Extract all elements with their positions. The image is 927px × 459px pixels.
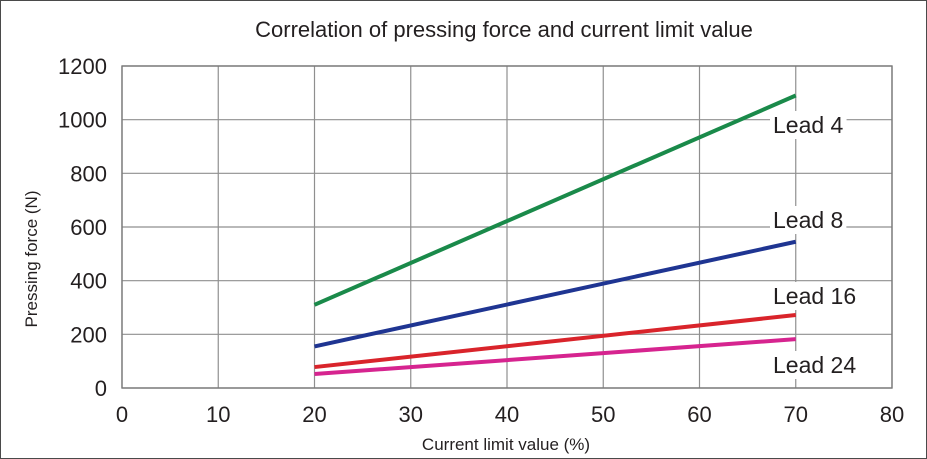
x-tick-label-8: 80 [880,402,904,427]
x-tick-label-3: 30 [399,402,423,427]
y-tick-label-2: 400 [70,269,107,294]
x-tick-label-2: 20 [302,402,326,427]
x-tick-label-7: 70 [784,402,808,427]
series-line-1 [314,239,797,349]
y-tick-labels: 0 200 400 600 800 1000 1200 [58,54,107,401]
series-label-3: Lead 24 [773,352,856,378]
x-tick-label-5: 50 [591,402,615,427]
series-line-0 [313,93,797,307]
x-tick-label-0: 0 [116,402,128,427]
series-label-bg-0 [770,111,847,139]
y-tick-label-3: 600 [70,215,107,240]
x-tick-label-4: 40 [495,402,519,427]
x-axis-label: Current limit value (%) [422,435,590,454]
series-label-bg-1 [770,206,847,234]
y-axis-label: Pressing force (N) [22,191,41,328]
x-tick-labels: 0 10 20 30 40 50 60 70 80 [116,402,904,427]
y-tick-label-1: 200 [70,322,107,347]
series-label-bg-3 [770,351,860,379]
x-tick-label-1: 10 [206,402,230,427]
x-tick-label-6: 60 [687,402,711,427]
series-labels: Lead 4 Lead 8 Lead 16 Lead 24 [770,111,860,379]
series-line-3 [314,337,796,377]
y-tick-label-5: 1000 [58,108,107,133]
y-tick-label-6: 1200 [58,54,107,79]
plot-border [121,65,893,389]
series-label-2: Lead 16 [773,283,856,309]
series-label-0: Lead 4 [773,112,844,138]
y-tick-label-0: 0 [95,376,107,401]
series-label-bg-2 [770,282,860,310]
grid [121,65,893,389]
series-line-2 [314,313,796,370]
series-label-1: Lead 8 [773,207,843,233]
y-tick-label-4: 800 [70,161,107,186]
series-lines [313,93,797,377]
chart-title: Correlation of pressing force and curren… [255,17,753,42]
